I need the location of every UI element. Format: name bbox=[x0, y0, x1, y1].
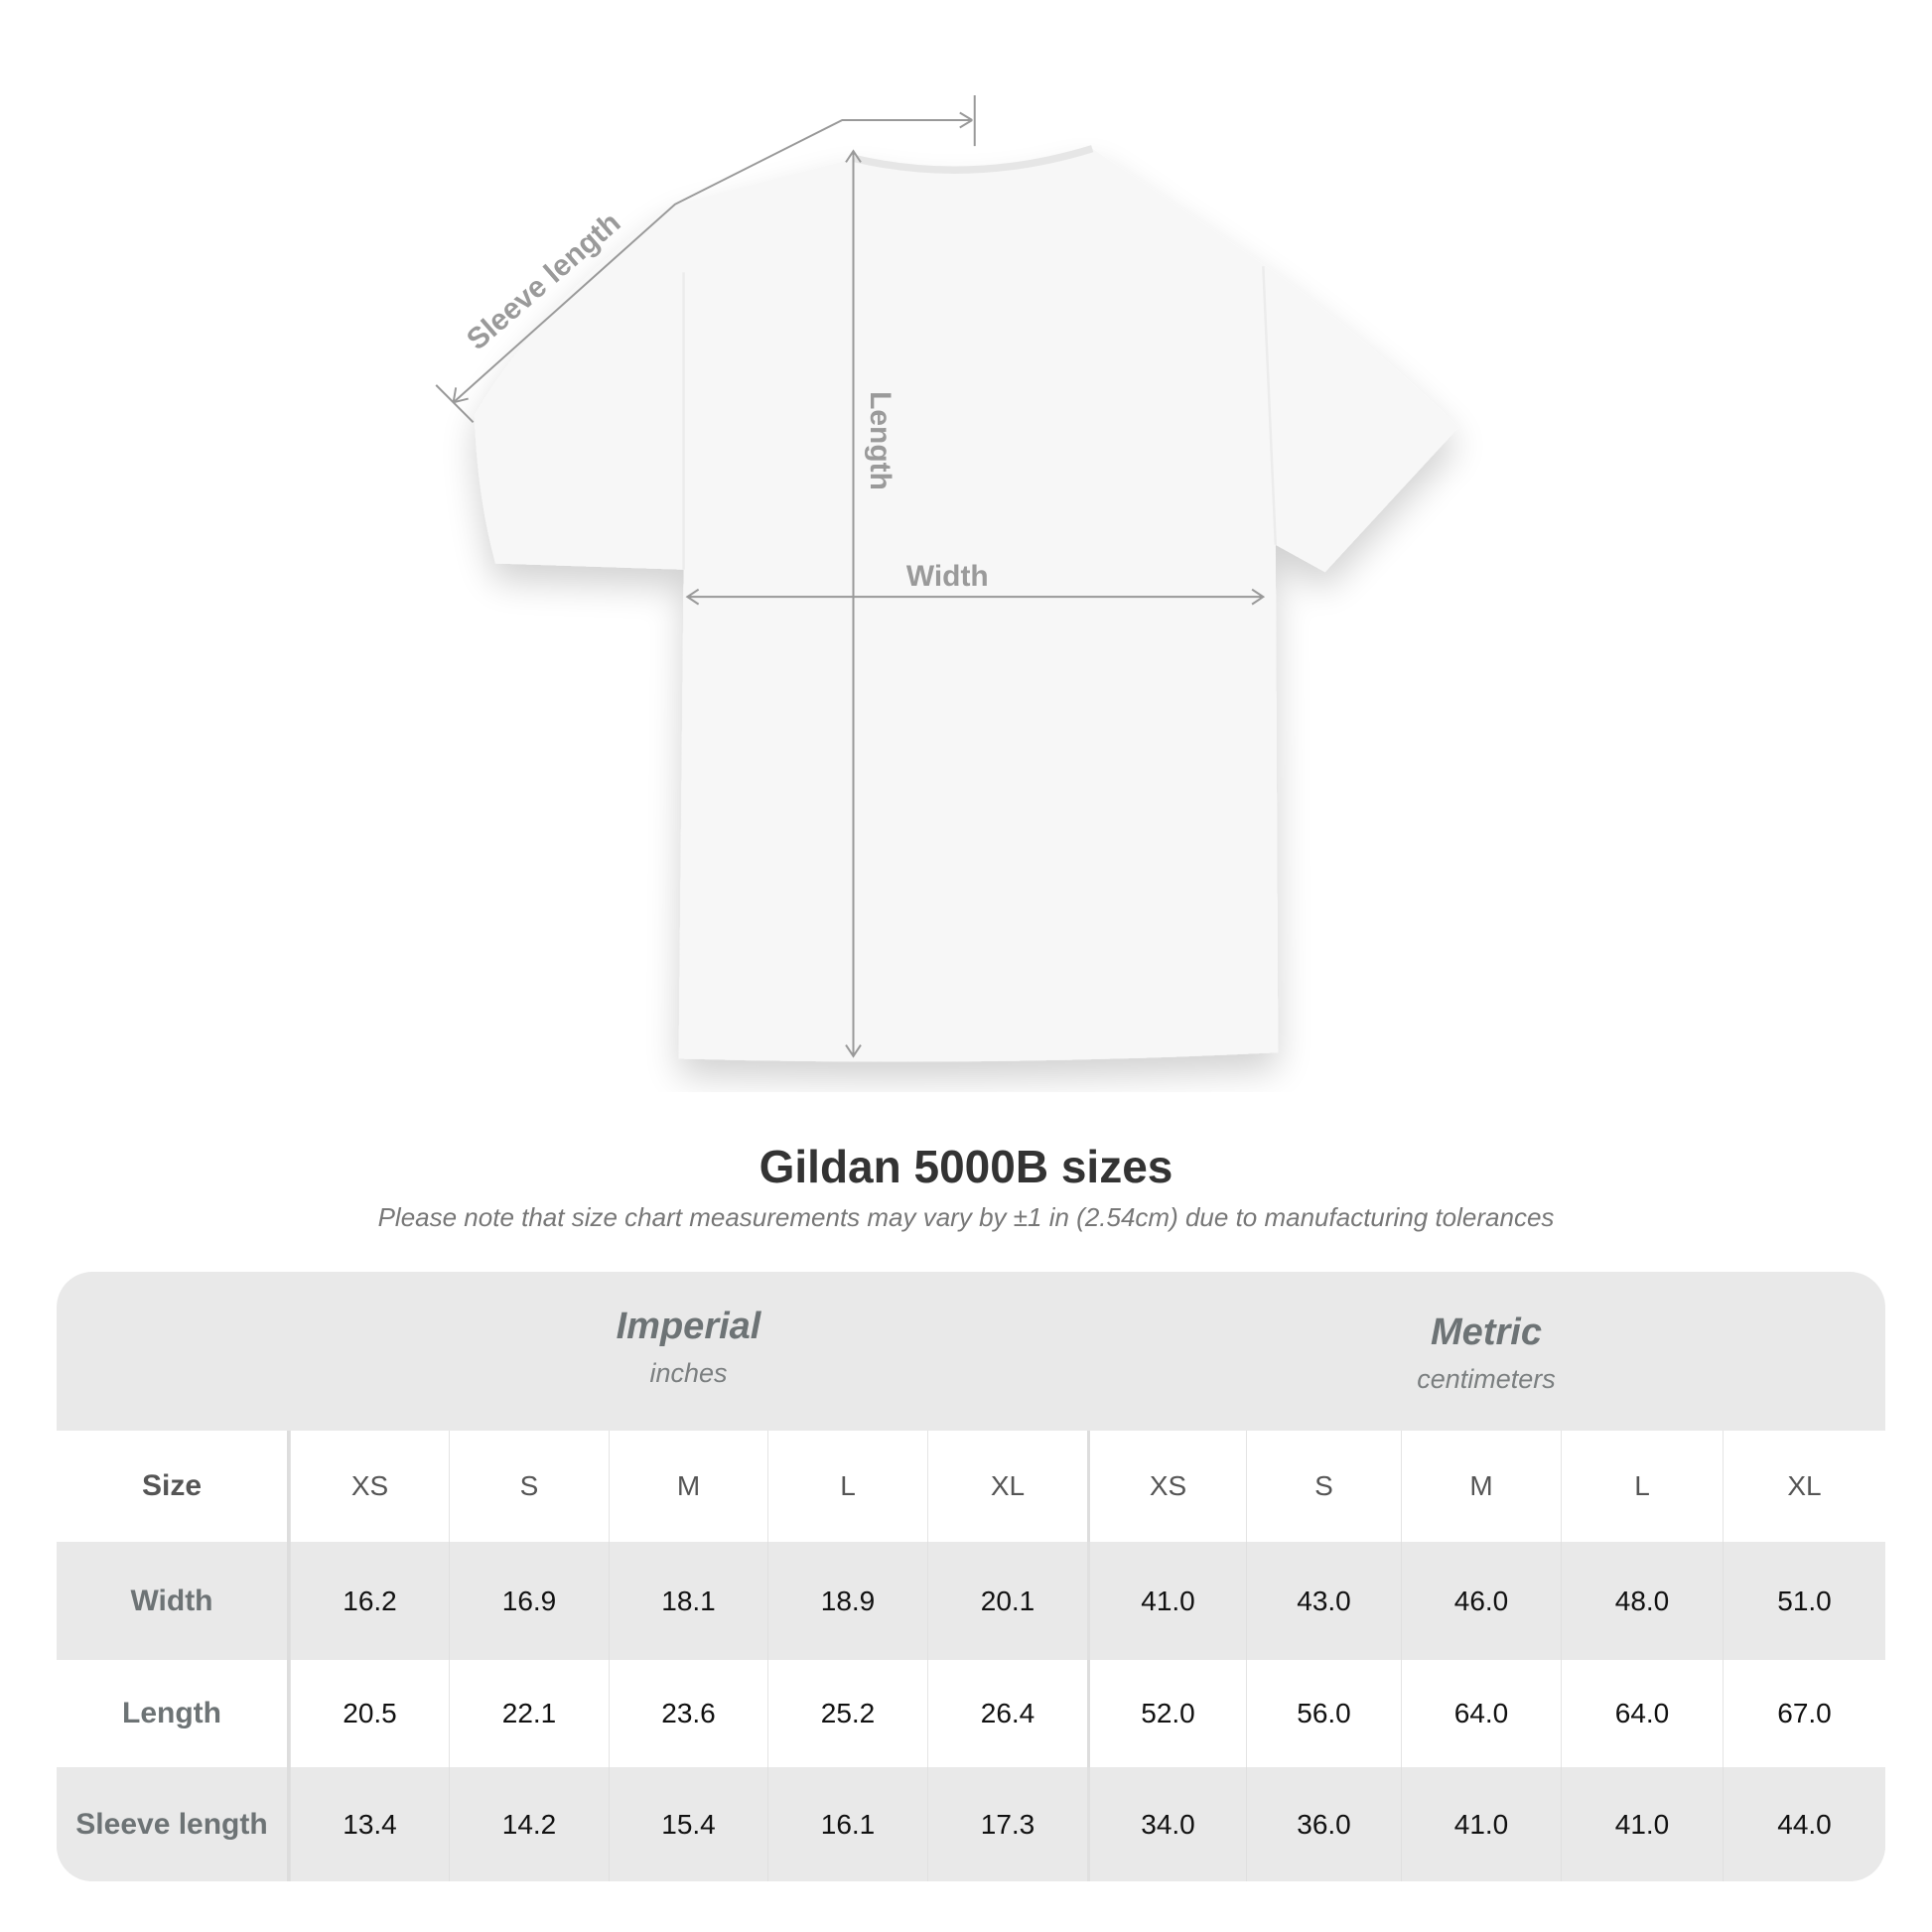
tshirt-shape bbox=[474, 148, 1459, 1062]
chart-title: Gildan 5000B sizes bbox=[759, 1141, 1173, 1192]
width-arrow bbox=[685, 588, 1266, 606]
table-cell: 16.1 bbox=[767, 1767, 927, 1881]
table-row: Sleeve length 13.4 14.2 15.4 16.1 17.3 34.0 36.… bbox=[57, 1767, 1885, 1881]
table-cell: 17.3 bbox=[927, 1767, 1087, 1881]
size-header: XS bbox=[1087, 1431, 1246, 1542]
imperial-header: Imperial inches bbox=[290, 1272, 1087, 1464]
table-cell: 36.0 bbox=[1246, 1767, 1401, 1881]
table-cell: 46.0 bbox=[1401, 1542, 1561, 1660]
width-label: Width bbox=[906, 560, 989, 593]
table-cell: 18.1 bbox=[609, 1542, 767, 1660]
table-row: Width 16.2 16.9 18.1 18.9 20.1 41.0 43.0 46.0 48.… bbox=[57, 1542, 1885, 1660]
table-cell: 56.0 bbox=[1246, 1660, 1401, 1767]
imperial-title: Imperial bbox=[616, 1306, 761, 1347]
size-header: M bbox=[609, 1431, 767, 1542]
size-header: XL bbox=[927, 1431, 1087, 1542]
table-row: Length 20.5 22.1 23.6 25.2 26.4 52.0 56.0 64.0 64… bbox=[57, 1660, 1885, 1767]
sleeve-length-arrow bbox=[453, 118, 973, 404]
size-header: M bbox=[1401, 1431, 1561, 1542]
table-cell: 64.0 bbox=[1561, 1660, 1723, 1767]
table-cell: 25.2 bbox=[767, 1660, 927, 1767]
table-cell: 20.1 bbox=[927, 1542, 1087, 1660]
table-cell: 14.2 bbox=[449, 1767, 609, 1881]
table-cell: 67.0 bbox=[1723, 1660, 1885, 1767]
table-cell: 16.2 bbox=[290, 1542, 449, 1660]
length-arrow bbox=[845, 149, 862, 1058]
tshirt-diagram: Sleeve length Length Width bbox=[435, 95, 1459, 1062]
table-cell: 52.0 bbox=[1087, 1660, 1246, 1767]
tolerance-note: Please note that size chart measurements… bbox=[377, 1202, 1555, 1232]
table-cell: 26.4 bbox=[927, 1660, 1087, 1767]
table-cell: 41.0 bbox=[1087, 1542, 1246, 1660]
metric-unit: centimeters bbox=[1417, 1364, 1556, 1394]
row-label: Sleeve length bbox=[57, 1767, 290, 1881]
table-cell: 44.0 bbox=[1723, 1767, 1885, 1881]
table-cell: 51.0 bbox=[1723, 1542, 1885, 1660]
row-label: Width bbox=[57, 1542, 290, 1660]
size-header: S bbox=[449, 1431, 609, 1542]
table-cell: 43.0 bbox=[1246, 1542, 1401, 1660]
size-header: S bbox=[1246, 1431, 1401, 1542]
row-label: Length bbox=[57, 1660, 290, 1767]
table-cell: 15.4 bbox=[609, 1767, 767, 1881]
table-cell: 22.1 bbox=[449, 1660, 609, 1767]
size-header: XL bbox=[1723, 1431, 1885, 1542]
size-header: L bbox=[1561, 1431, 1723, 1542]
size-header-row: Size XS S M L XL XS S M L XL bbox=[57, 1431, 1885, 1542]
table-cell: 41.0 bbox=[1401, 1767, 1561, 1881]
metric-title: Metric bbox=[1431, 1311, 1542, 1353]
size-table: Imperial inches Metric centimeters Size X… bbox=[57, 1272, 1885, 1881]
size-header: XS bbox=[290, 1431, 449, 1542]
table-cell: 18.9 bbox=[767, 1542, 927, 1660]
metric-header: Metric centimeters bbox=[1087, 1272, 1885, 1470]
table-cell: 34.0 bbox=[1087, 1767, 1246, 1881]
length-label: Length bbox=[864, 391, 897, 490]
table-cell: 20.5 bbox=[290, 1660, 449, 1767]
table-cell: 23.6 bbox=[609, 1660, 767, 1767]
size-label: Size bbox=[57, 1431, 290, 1542]
table-cell: 41.0 bbox=[1561, 1767, 1723, 1881]
size-header: L bbox=[767, 1431, 927, 1542]
imperial-unit: inches bbox=[649, 1358, 728, 1388]
table-cell: 64.0 bbox=[1401, 1660, 1561, 1767]
table-cell: 13.4 bbox=[290, 1767, 449, 1881]
table-cell: 48.0 bbox=[1561, 1542, 1723, 1660]
table-cell: 16.9 bbox=[449, 1542, 609, 1660]
